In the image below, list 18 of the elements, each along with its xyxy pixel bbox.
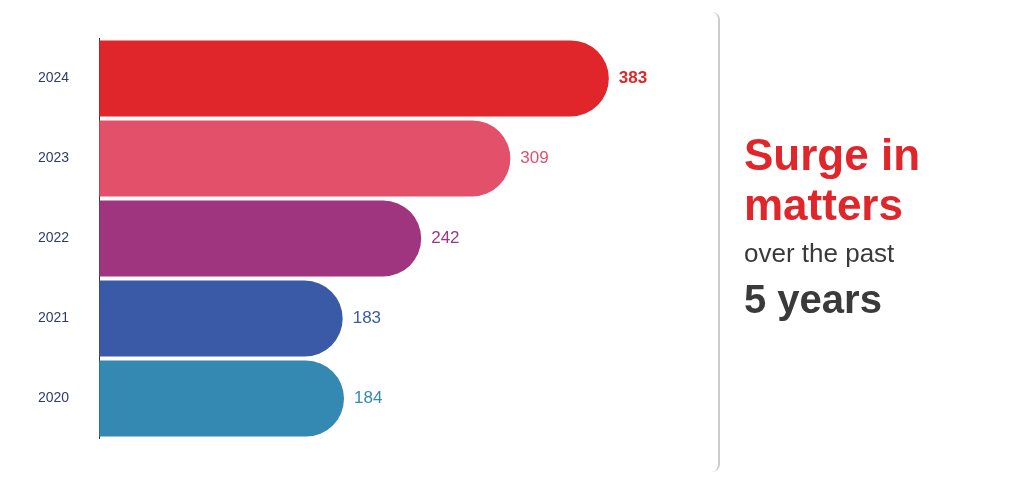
bar — [99, 120, 511, 197]
bar — [99, 200, 422, 277]
data-label: 309 — [520, 148, 549, 168]
data-label: 383 — [618, 68, 648, 88]
y-tick-label: 2024 — [37, 69, 70, 86]
data-label: 183 — [352, 308, 382, 328]
text: Surge in matters — [744, 130, 922, 230]
bar — [99, 280, 343, 357]
data-label: 242 — [431, 228, 460, 248]
bar — [99, 40, 609, 117]
y-tick-label: 2021 — [37, 309, 70, 326]
text: 5 years — [744, 277, 883, 322]
y-tick-label: 2023 — [37, 149, 70, 166]
y-tick-label: 2022 — [37, 229, 70, 246]
bar — [99, 360, 345, 437]
text: over the past — [744, 238, 896, 269]
data-label: 184 — [354, 388, 383, 408]
y-tick-label: 2020 — [37, 389, 70, 406]
